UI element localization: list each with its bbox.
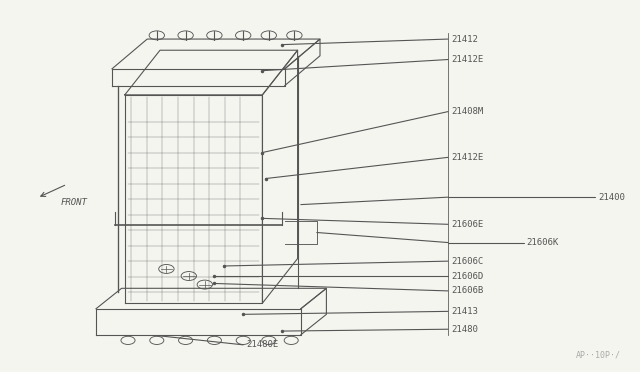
Text: 21606E: 21606E	[451, 220, 483, 229]
Text: 21480E: 21480E	[246, 340, 278, 349]
Text: 21606D: 21606D	[451, 272, 483, 280]
Text: 21606B: 21606B	[451, 286, 483, 295]
Text: 21480: 21480	[451, 325, 478, 334]
Text: 21412E: 21412E	[451, 55, 483, 64]
Text: 21412E: 21412E	[451, 153, 483, 162]
Text: AP··10P·/: AP··10P·/	[576, 351, 621, 360]
Text: 21408M: 21408M	[451, 107, 483, 116]
Text: 21412: 21412	[451, 35, 478, 44]
Text: FRONT: FRONT	[61, 198, 88, 207]
Text: 21606C: 21606C	[451, 257, 483, 266]
Text: 21606K: 21606K	[527, 238, 559, 247]
Text: 21400: 21400	[598, 193, 625, 202]
Text: 21413: 21413	[451, 307, 478, 316]
